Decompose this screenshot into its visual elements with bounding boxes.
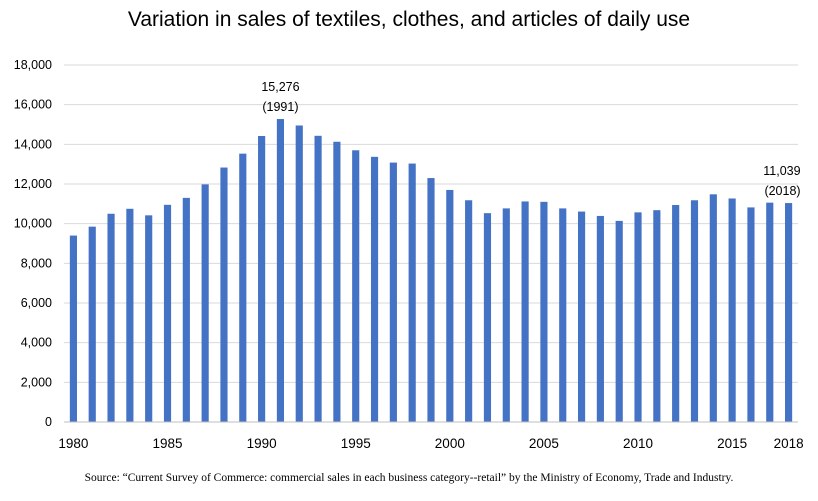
bar-1993 <box>314 135 322 422</box>
bar-2001 <box>465 200 473 422</box>
bar-1986 <box>182 197 190 422</box>
bar-1983 <box>126 208 134 422</box>
bar-2017 <box>766 202 774 422</box>
annotation-year: (1991) <box>262 100 298 114</box>
bar-1985 <box>163 204 172 422</box>
y-tick-label: 4,000 <box>21 336 52 350</box>
bar-1990 <box>258 136 266 422</box>
y-tick-label: 18,000 <box>14 58 52 72</box>
bar-1987 <box>201 184 209 422</box>
bar-2014 <box>709 194 717 422</box>
y-tick-label: 16,000 <box>14 98 52 112</box>
y-tick-label: 6,000 <box>21 296 52 310</box>
y-tick-label: 8,000 <box>21 256 52 270</box>
x-tick-label: 2010 <box>623 436 653 451</box>
x-tick-label: 1995 <box>341 436 371 451</box>
bar-1984 <box>145 215 153 422</box>
y-tick-label: 2,000 <box>21 375 52 389</box>
annotation-year: (2018) <box>764 184 800 198</box>
source-note: Source: “Current Survey of Commerce: com… <box>84 472 734 484</box>
bar-2016 <box>747 207 755 422</box>
bar-2013 <box>690 200 699 422</box>
y-tick-label: 0 <box>45 415 52 429</box>
bar-1999 <box>427 178 435 422</box>
bar-1980 <box>69 235 77 422</box>
bar-1988 <box>220 167 228 422</box>
x-tick-label: 1980 <box>58 436 88 451</box>
bar-2002 <box>483 213 492 422</box>
bar-1981 <box>88 226 96 422</box>
x-tick-label: 2000 <box>435 436 465 451</box>
bar-1996 <box>370 156 379 422</box>
x-tick-label: 1985 <box>152 436 182 451</box>
tick-labels: 0 2,000 4,000 6,000 8,000 10,000 12,000 14,000 1… <box>14 58 804 451</box>
bar-2000 <box>446 189 454 422</box>
x-tick-label: 2018 <box>774 436 804 451</box>
x-tick-label: 2005 <box>529 436 559 451</box>
x-tick-label: 1990 <box>247 436 277 451</box>
bar-1992 <box>295 125 303 422</box>
bar-2011 <box>653 210 661 422</box>
bar-1982 <box>107 213 115 422</box>
y-tick-label: 14,000 <box>14 137 52 151</box>
bar-2009 <box>615 220 623 422</box>
bar-2005 <box>540 201 548 422</box>
bar-2004 <box>521 201 529 422</box>
bar-1991 <box>276 119 285 422</box>
bar-2012 <box>672 205 680 422</box>
bar-2018 <box>785 203 793 422</box>
bar-2006 <box>559 208 567 422</box>
bar-2003 <box>502 208 510 422</box>
bar-2010 <box>634 212 642 422</box>
y-tick-label: 12,000 <box>14 177 52 191</box>
bars <box>69 119 793 423</box>
bar-1995 <box>352 150 360 423</box>
chart-title: Variation in sales of textiles, clothes,… <box>127 8 691 31</box>
bar-2007 <box>577 211 586 422</box>
annotation-value: 15,276 <box>261 80 299 94</box>
x-tick-label: 2015 <box>717 436 747 451</box>
y-tick-label: 10,000 <box>14 217 52 231</box>
bar-2015 <box>728 198 736 422</box>
bar-1997 <box>389 162 397 422</box>
bar-1994 <box>333 141 341 422</box>
bar-1989 <box>239 153 247 422</box>
annotations: 15,276 (1991) 11,039 (2018) <box>261 80 800 198</box>
bar-1998 <box>408 163 416 423</box>
annotation-value: 11,039 <box>763 164 800 178</box>
bar-2008 <box>596 215 604 422</box>
